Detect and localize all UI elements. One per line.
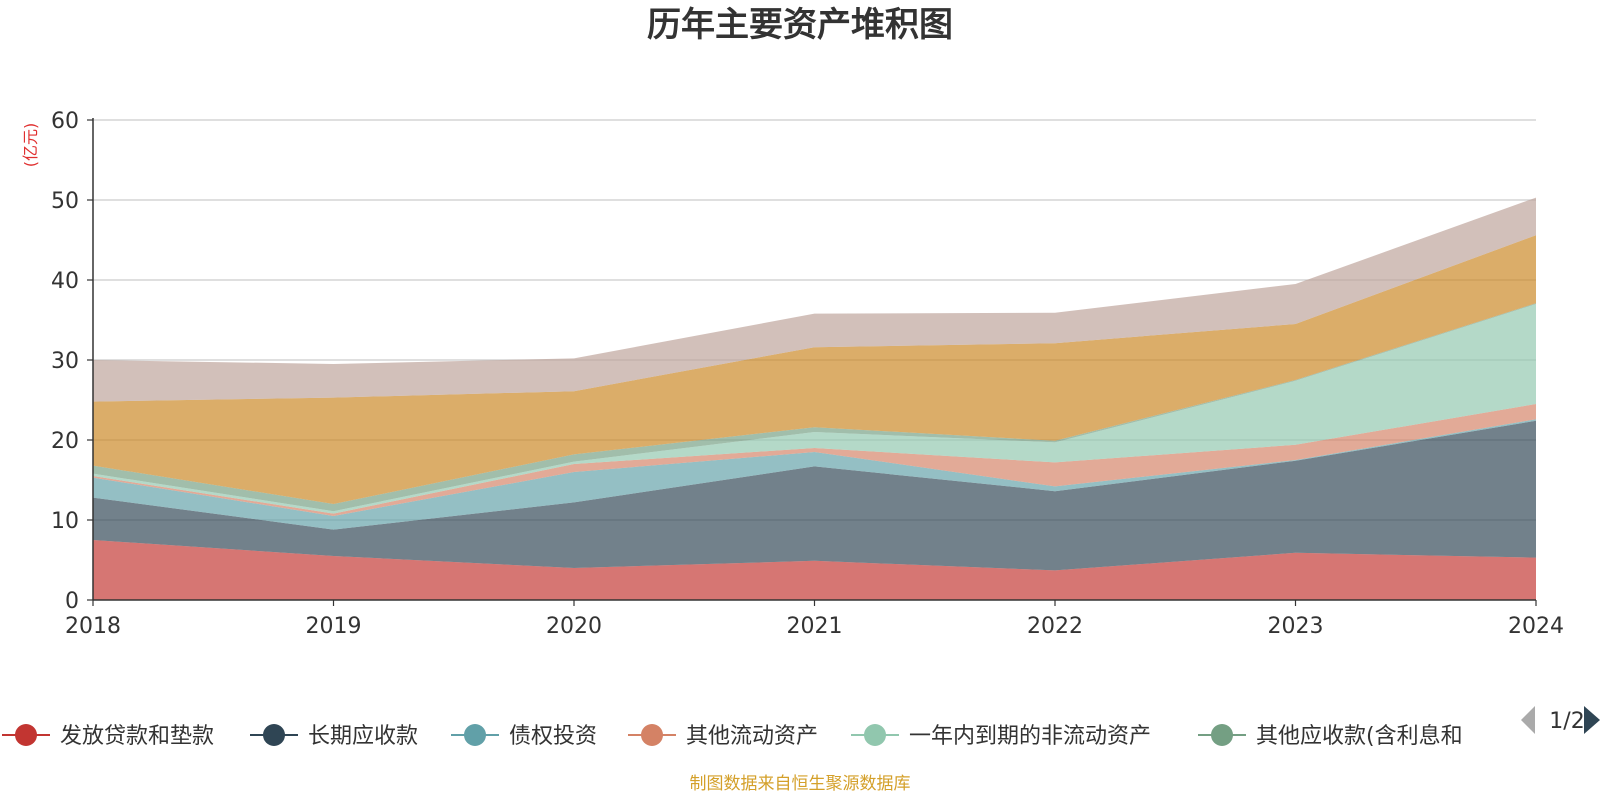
legend-pager: 1/2 <box>1521 706 1600 734</box>
area-series-4 <box>93 304 1536 514</box>
legend-label: 长期应收款 <box>308 724 418 749</box>
y-tick-label: 50 <box>51 189 79 214</box>
data-source-note: 制图数据来自恒生聚源数据库 <box>690 774 911 794</box>
area-series-2 <box>93 419 1536 530</box>
x-tick-label: 2018 <box>65 614 121 639</box>
legend: 发放贷款和垫款 长期应收款 债权投资 其他流动资产 一年内到期的非流动资产 其他应收款(含… <box>2 724 1463 749</box>
area-series-0 <box>93 540 1536 600</box>
legend-page-indicator: 1/2 <box>1549 709 1584 734</box>
y-tick-label: 40 <box>51 269 79 294</box>
legend-item-3[interactable]: 其他流动资产 <box>628 724 818 749</box>
area-series-1 <box>93 420 1536 571</box>
axes: 0 10 20 30 40 50 60 2018 2019 2020 2021 2022 2023 202… <box>51 109 1564 639</box>
y-tick-label: 60 <box>51 109 79 134</box>
legend-item-2[interactable]: 债权投资 <box>451 724 597 749</box>
y-tick-label: 10 <box>51 509 79 534</box>
legend-item-4[interactable]: 一年内到期的非流动资产 <box>851 724 1151 749</box>
x-tick-label: 2020 <box>546 614 602 639</box>
area-series-5 <box>93 303 1536 512</box>
area-series-6 <box>93 235 1536 504</box>
legend-next-icon[interactable] <box>1584 706 1600 734</box>
x-tick-label: 2022 <box>1027 614 1083 639</box>
legend-marker-icon <box>263 724 285 746</box>
legend-item-0[interactable]: 发放贷款和垫款 <box>2 724 214 749</box>
y-tick-label: 0 <box>65 589 79 614</box>
legend-marker-icon <box>1211 724 1233 746</box>
area-series-7 <box>93 197 1536 402</box>
legend-label: 一年内到期的非流动资产 <box>909 724 1151 749</box>
legend-marker-icon <box>15 724 37 746</box>
x-tick-label: 2024 <box>1508 614 1564 639</box>
x-tick-label: 2021 <box>787 614 843 639</box>
x-tick-label: 2023 <box>1268 614 1324 639</box>
legend-label: 其他流动资产 <box>686 724 818 749</box>
y-tick-label: 30 <box>51 349 79 374</box>
legend-item-1[interactable]: 长期应收款 <box>250 724 418 749</box>
legend-label: 债权投资 <box>509 724 597 749</box>
y-tick-label: 20 <box>51 429 79 454</box>
legend-marker-icon <box>864 724 886 746</box>
x-tick-label: 2019 <box>306 614 362 639</box>
area-series-3 <box>93 404 1536 516</box>
legend-label: 发放贷款和垫款 <box>60 724 214 749</box>
chart-title: 历年主要资产堆积图 <box>647 5 953 45</box>
legend-item-5[interactable]: 其他应收款(含利息和 <box>1198 724 1463 749</box>
y-axis-unit-label: (亿元) <box>21 123 40 168</box>
area-series <box>93 197 1536 600</box>
legend-prev-icon[interactable] <box>1521 706 1535 734</box>
legend-label: 其他应收款(含利息和 <box>1256 724 1463 749</box>
legend-marker-icon <box>464 724 486 746</box>
legend-marker-icon <box>641 724 663 746</box>
